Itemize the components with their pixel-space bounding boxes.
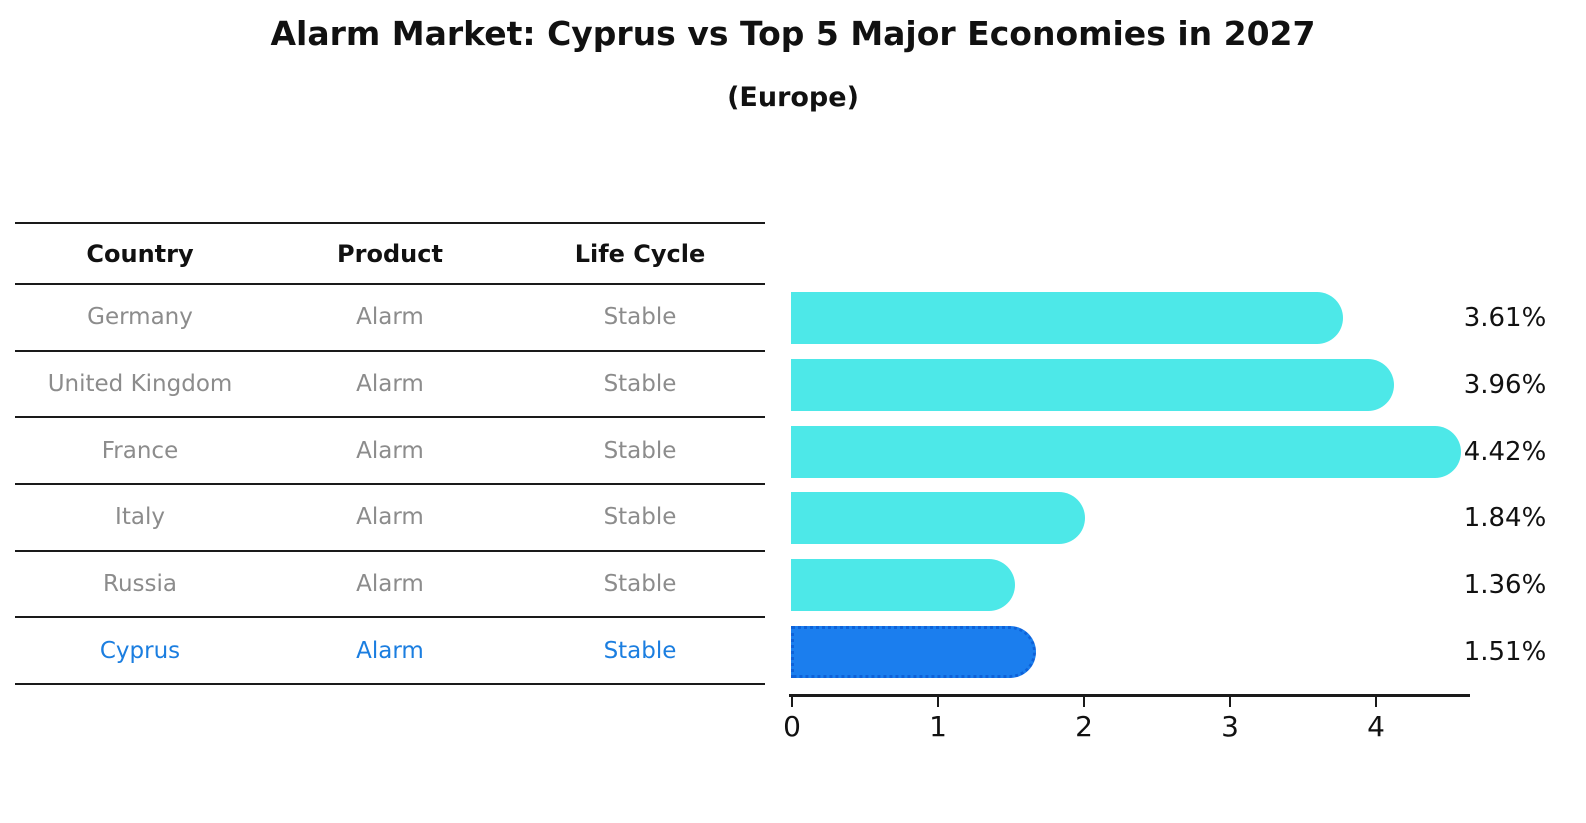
cell-life-cycle: Stable: [603, 437, 677, 464]
x-tick-label: 2: [1075, 710, 1093, 743]
cell-product: Alarm: [356, 570, 424, 597]
cell-product: Alarm: [356, 637, 424, 664]
x-tick-label: 1: [929, 710, 947, 743]
cell-country: Italy: [115, 504, 165, 531]
bar-cyprus: [791, 625, 1036, 678]
x-tick-mark: [1375, 697, 1377, 707]
bar-germany: [791, 292, 1343, 345]
cell-life-cycle: Stable: [603, 570, 677, 597]
table-row: United Kingdom Alarm Stable: [15, 352, 765, 419]
table-row: Russia Alarm Stable: [15, 552, 765, 619]
x-axis-line: [789, 694, 1470, 697]
x-tick-label: 3: [1221, 710, 1239, 743]
country-table: Country Product Life Cycle Germany Alarm…: [15, 222, 765, 685]
x-tick-mark: [791, 697, 793, 707]
cell-country: Russia: [103, 570, 177, 597]
chart-title: Alarm Market: Cyprus vs Top 5 Major Econ…: [270, 14, 1316, 53]
cell-country: Cyprus: [99, 637, 181, 664]
table-row: Germany Alarm Stable: [15, 285, 765, 352]
x-tick-mark: [1229, 697, 1231, 707]
table-row-cyprus: Cyprus Alarm Stable: [15, 618, 765, 685]
bar-italy: [791, 492, 1085, 545]
x-tick-mark: [937, 697, 939, 707]
cell-product: Alarm: [356, 437, 424, 464]
value-label: 3.96%: [1463, 370, 1547, 400]
cell-life-cycle: Stable: [603, 637, 677, 664]
cell-life-cycle: Stable: [603, 504, 677, 531]
cell-life-cycle: Stable: [603, 304, 677, 331]
column-header-life-cycle: Life Cycle: [574, 239, 706, 268]
x-tick-mark: [1083, 697, 1085, 707]
bar-united-kingdom: [791, 359, 1394, 411]
value-label: 1.84%: [1463, 503, 1547, 534]
cell-country: United Kingdom: [47, 370, 233, 397]
cell-product: Alarm: [356, 504, 424, 531]
bar-russia: [791, 559, 1015, 611]
x-tick-label: 4: [1367, 710, 1385, 743]
bar-france: [791, 425, 1461, 478]
value-label: 1.51%: [1463, 636, 1547, 667]
chart-subtitle: (Europe): [727, 82, 859, 113]
table-row: France Alarm Stable: [15, 418, 765, 485]
column-header-product: Product: [337, 239, 443, 268]
table-header-row: Country Product Life Cycle: [15, 222, 765, 285]
value-label: 3.61%: [1463, 303, 1547, 334]
cell-country: France: [101, 437, 179, 464]
value-label: 1.36%: [1463, 570, 1547, 600]
cell-life-cycle: Stable: [603, 370, 677, 397]
x-tick-label: 0: [783, 710, 801, 743]
value-label: 4.42%: [1463, 436, 1547, 467]
column-header-country: Country: [86, 239, 194, 268]
cell-product: Alarm: [356, 304, 424, 331]
cell-country: Germany: [87, 304, 193, 331]
cell-product: Alarm: [356, 370, 424, 397]
table-row: Italy Alarm Stable: [15, 485, 765, 552]
